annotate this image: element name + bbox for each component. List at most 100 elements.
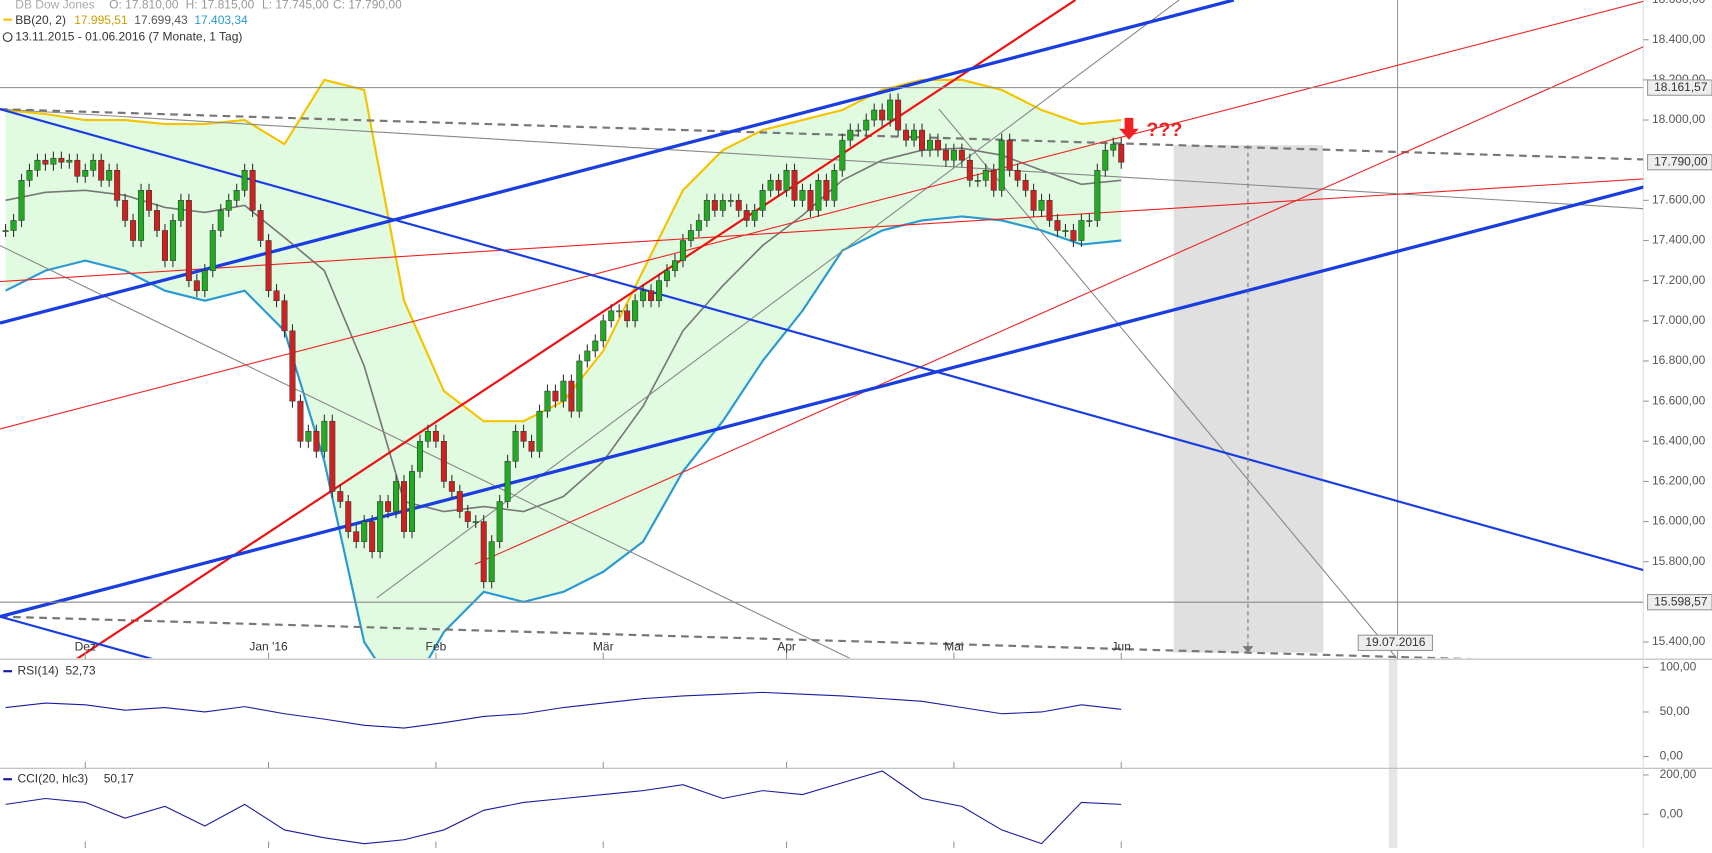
- candle: [106, 169, 113, 181]
- candle: [161, 230, 168, 261]
- candle: [480, 521, 487, 583]
- trend-line: [76, 0, 1077, 659]
- candle: [1006, 139, 1013, 171]
- candle: [1118, 143, 1125, 163]
- candle: [177, 200, 184, 221]
- candle: [401, 481, 408, 532]
- candle: [114, 169, 121, 201]
- candle: [982, 169, 989, 181]
- y-tick-label: 18.600,00: [1652, 0, 1706, 6]
- candle: [82, 169, 89, 177]
- candle: [169, 220, 176, 261]
- down-arrow: [1119, 117, 1139, 140]
- candle: [544, 390, 551, 412]
- candle: [313, 430, 320, 452]
- y-tick-label: 16.000,00: [1652, 514, 1706, 528]
- candle: [966, 159, 973, 181]
- candle: [735, 200, 742, 211]
- target-band: [1388, 659, 1398, 848]
- trend-lines: [0, 0, 1644, 659]
- last-price-label: 17.790,00: [1654, 154, 1708, 168]
- y-tick-label: 17.200,00: [1652, 273, 1706, 287]
- y-tick-label: 17.400,00: [1652, 233, 1706, 247]
- candle: [711, 200, 718, 211]
- candle: [321, 420, 328, 452]
- candle: [1054, 220, 1061, 231]
- trend-line: [938, 108, 1398, 659]
- rsi-line: [5, 691, 1122, 729]
- candle: [377, 501, 384, 552]
- candle: [456, 491, 463, 512]
- candle: [887, 99, 894, 121]
- candle: [185, 200, 192, 281]
- candle: [241, 169, 248, 191]
- x-tick-label: Feb: [426, 639, 447, 653]
- x-tick-label: Apr: [777, 639, 796, 653]
- candle: [632, 300, 639, 322]
- candle: [1014, 169, 1021, 181]
- candle: [1086, 220, 1093, 222]
- candle: [990, 169, 997, 191]
- candle: [919, 129, 926, 151]
- candle: [879, 109, 886, 121]
- candle: [719, 200, 726, 211]
- candle: [592, 340, 599, 352]
- candle: [393, 481, 400, 512]
- candle: [552, 390, 559, 402]
- candle: [512, 430, 519, 462]
- trend-line: [0, 108, 1644, 572]
- candle: [265, 240, 272, 291]
- candle: [1094, 169, 1101, 221]
- candle: [600, 320, 607, 342]
- candle: [249, 169, 256, 211]
- candle: [472, 521, 479, 523]
- x-tick-label: Mär: [593, 639, 614, 653]
- price-label: 15.598,57: [1654, 594, 1708, 608]
- trend-line: [0, 0, 1644, 430]
- candle: [998, 139, 1005, 191]
- candle: [568, 380, 575, 412]
- candle: [122, 200, 129, 221]
- candle: [464, 511, 471, 522]
- instrument: DB Dow Jones: [15, 0, 94, 12]
- ohlc: H: 17.815,00: [186, 0, 255, 12]
- candle: [225, 200, 232, 211]
- candle: [201, 270, 208, 291]
- bb-reading: 17.403,34: [194, 13, 248, 27]
- y-tick-label: 200,00: [1660, 767, 1697, 781]
- ohlc: L: 17.745,00: [262, 0, 329, 12]
- candle: [671, 260, 678, 271]
- candle: [1046, 200, 1053, 221]
- candle: [496, 501, 503, 542]
- candle: [146, 190, 153, 211]
- candle: [408, 471, 416, 532]
- last-price-box: [1647, 154, 1712, 171]
- cci-panel: [5, 770, 1122, 845]
- price-box: [1647, 79, 1712, 96]
- candle: [727, 200, 734, 202]
- candle: [353, 531, 360, 542]
- candle: [34, 159, 41, 171]
- price-label: 18.161,57: [1654, 80, 1708, 94]
- bb-reading: 17.995,51: [74, 13, 128, 27]
- candle: [488, 541, 495, 583]
- candle: [1022, 180, 1029, 191]
- candle: [10, 220, 17, 231]
- y-tick-label: 16.200,00: [1652, 474, 1706, 488]
- candle: [584, 350, 591, 362]
- candle: [679, 240, 686, 261]
- candle: [329, 420, 336, 492]
- candle: [432, 430, 439, 442]
- candle: [98, 159, 105, 181]
- candle: [42, 159, 49, 165]
- trend-line: [0, 615, 1474, 659]
- candle: [74, 159, 81, 177]
- candle: [233, 190, 240, 201]
- candle: [751, 210, 758, 221]
- candle: [839, 139, 846, 171]
- candle: [2, 230, 9, 232]
- candle: [911, 129, 918, 141]
- cci-label: CCI(20, hlc3): [17, 771, 88, 785]
- candle: [217, 210, 224, 231]
